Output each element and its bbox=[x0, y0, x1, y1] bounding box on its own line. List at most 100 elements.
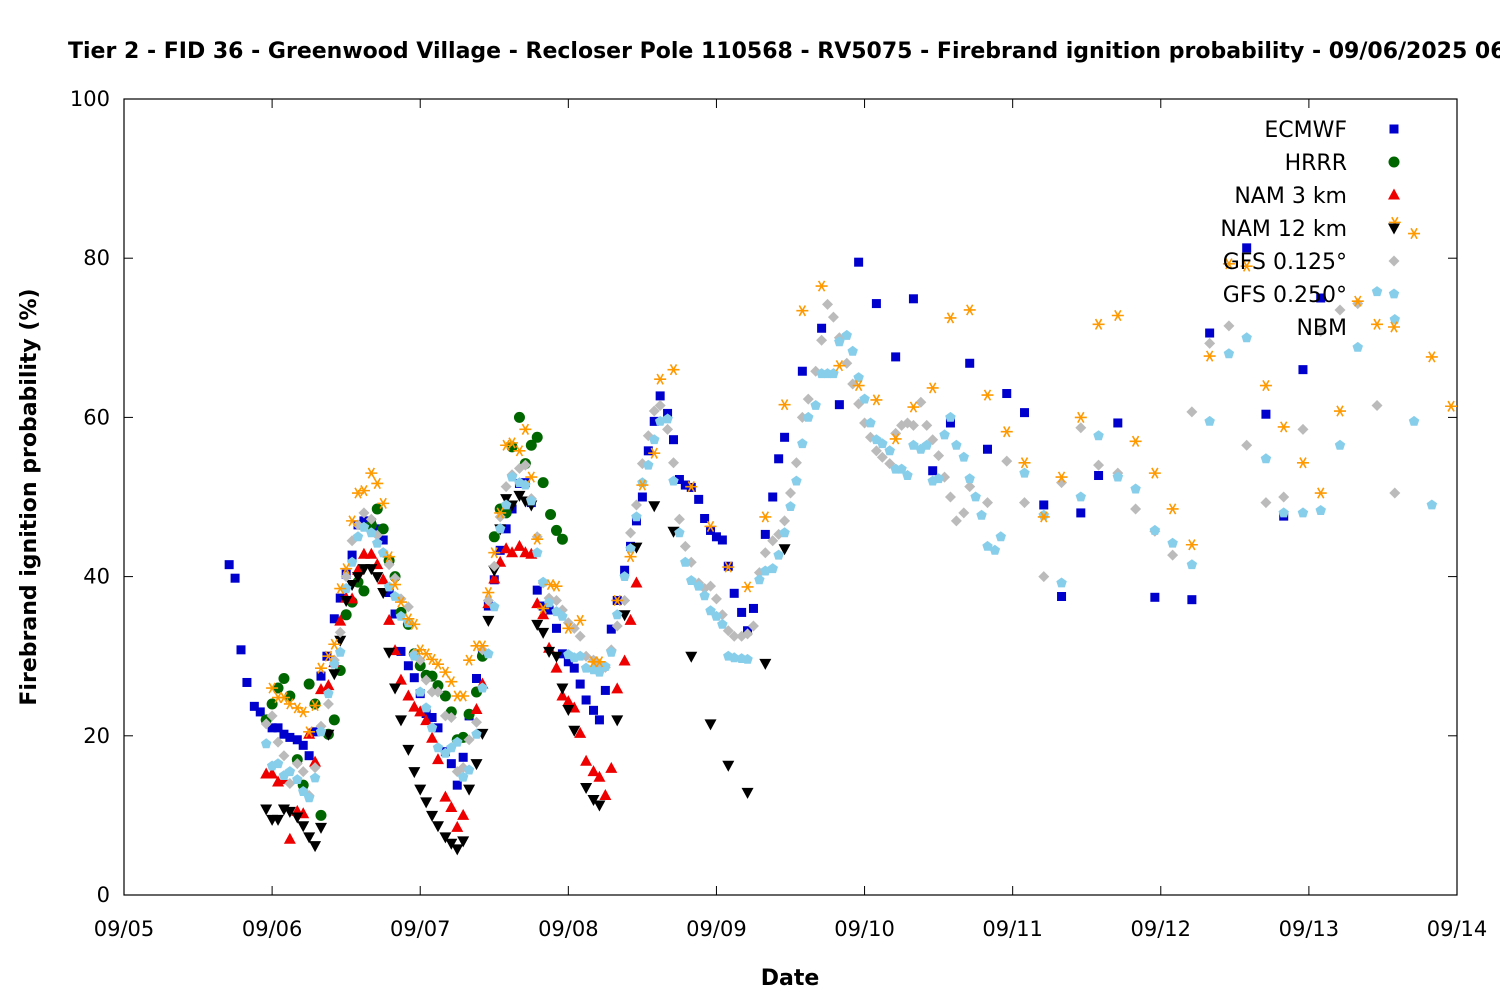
legend-marker bbox=[1388, 156, 1400, 168]
data-point bbox=[283, 806, 296, 818]
data-point bbox=[891, 352, 901, 362]
data-point bbox=[606, 624, 616, 634]
data-point bbox=[636, 479, 649, 491]
data-point bbox=[489, 601, 500, 612]
data-point bbox=[593, 800, 606, 812]
data-point bbox=[551, 623, 561, 633]
legend-label: GFS 0.125° bbox=[1223, 250, 1347, 275]
data-point bbox=[950, 515, 962, 527]
data-point bbox=[402, 601, 414, 613]
data-point bbox=[409, 650, 420, 661]
data-point bbox=[389, 578, 402, 591]
data-point bbox=[255, 707, 265, 717]
data-point bbox=[445, 711, 457, 723]
data-point bbox=[599, 789, 612, 800]
data-point bbox=[933, 450, 945, 462]
data-point bbox=[1019, 497, 1031, 509]
data-point bbox=[989, 544, 1001, 555]
x-tick-label: 09/08 bbox=[538, 917, 599, 941]
data-point bbox=[841, 357, 853, 369]
x-tick-label: 09/06 bbox=[242, 917, 303, 941]
data-point bbox=[451, 820, 464, 832]
data-point bbox=[611, 620, 623, 632]
data-point bbox=[780, 432, 790, 442]
data-point bbox=[581, 695, 591, 705]
data-point bbox=[432, 680, 444, 692]
data-point bbox=[315, 726, 327, 737]
data-point bbox=[513, 445, 526, 457]
data-point bbox=[352, 572, 365, 584]
data-point bbox=[272, 758, 284, 769]
data-point bbox=[260, 804, 273, 816]
data-point bbox=[365, 519, 377, 531]
data-point bbox=[902, 470, 913, 480]
data-point bbox=[414, 705, 427, 717]
data-point bbox=[445, 800, 458, 812]
data-point bbox=[747, 620, 759, 632]
legend-label: ECMWF bbox=[1264, 118, 1347, 143]
data-point bbox=[365, 513, 377, 525]
data-point bbox=[346, 580, 359, 592]
data-point bbox=[624, 551, 637, 563]
data-point bbox=[674, 474, 684, 484]
data-point bbox=[662, 413, 673, 424]
data-point bbox=[1130, 503, 1142, 515]
data-point bbox=[1019, 467, 1030, 478]
data-point bbox=[618, 654, 631, 666]
data-point bbox=[383, 551, 396, 563]
data-point bbox=[1425, 351, 1438, 363]
data-point bbox=[944, 491, 956, 503]
data-point bbox=[562, 705, 575, 717]
data-point bbox=[532, 547, 543, 558]
data-point bbox=[537, 477, 549, 489]
data-point bbox=[945, 418, 955, 428]
data-point bbox=[834, 400, 844, 410]
data-point bbox=[408, 618, 421, 630]
data-point bbox=[643, 446, 653, 456]
data-point bbox=[1223, 320, 1235, 332]
data-point bbox=[335, 593, 345, 603]
data-point bbox=[1242, 243, 1252, 253]
data-point bbox=[631, 511, 642, 522]
data-point bbox=[1092, 318, 1105, 330]
data-point bbox=[426, 810, 439, 822]
data-point bbox=[594, 715, 604, 725]
data-point bbox=[767, 535, 779, 547]
data-point bbox=[550, 661, 563, 673]
data-point bbox=[995, 531, 1006, 542]
data-point bbox=[463, 764, 475, 775]
data-point bbox=[297, 706, 310, 718]
data-point bbox=[477, 682, 488, 693]
data-point bbox=[432, 686, 444, 698]
data-point bbox=[1315, 505, 1326, 515]
data-point bbox=[445, 838, 458, 850]
data-point bbox=[482, 586, 495, 599]
data-point bbox=[1166, 503, 1179, 515]
legend-label: GFS 0.250° bbox=[1223, 283, 1347, 308]
data-point bbox=[309, 755, 322, 767]
data-point bbox=[796, 305, 809, 317]
data-point bbox=[525, 439, 537, 451]
data-point bbox=[693, 580, 704, 591]
data-point bbox=[1297, 507, 1309, 518]
data-point bbox=[297, 766, 309, 778]
data-point bbox=[668, 475, 679, 486]
data-point bbox=[648, 447, 661, 459]
data-point bbox=[323, 688, 334, 699]
data-point bbox=[328, 638, 341, 650]
data-point bbox=[394, 673, 407, 685]
data-point bbox=[1389, 314, 1400, 324]
data-point bbox=[915, 396, 927, 408]
chart-title: Tier 2 - FID 36 - Greenwood Village - Re… bbox=[68, 39, 1500, 64]
data-point bbox=[451, 844, 464, 856]
series-nam-3-km bbox=[260, 539, 643, 844]
data-point bbox=[710, 593, 722, 605]
data-point bbox=[741, 581, 754, 593]
data-point bbox=[852, 379, 865, 392]
data-point bbox=[649, 434, 660, 445]
data-point bbox=[278, 672, 290, 684]
data-point bbox=[964, 481, 976, 493]
data-point bbox=[1020, 408, 1030, 418]
data-point bbox=[1075, 491, 1086, 502]
data-point bbox=[1018, 457, 1031, 469]
